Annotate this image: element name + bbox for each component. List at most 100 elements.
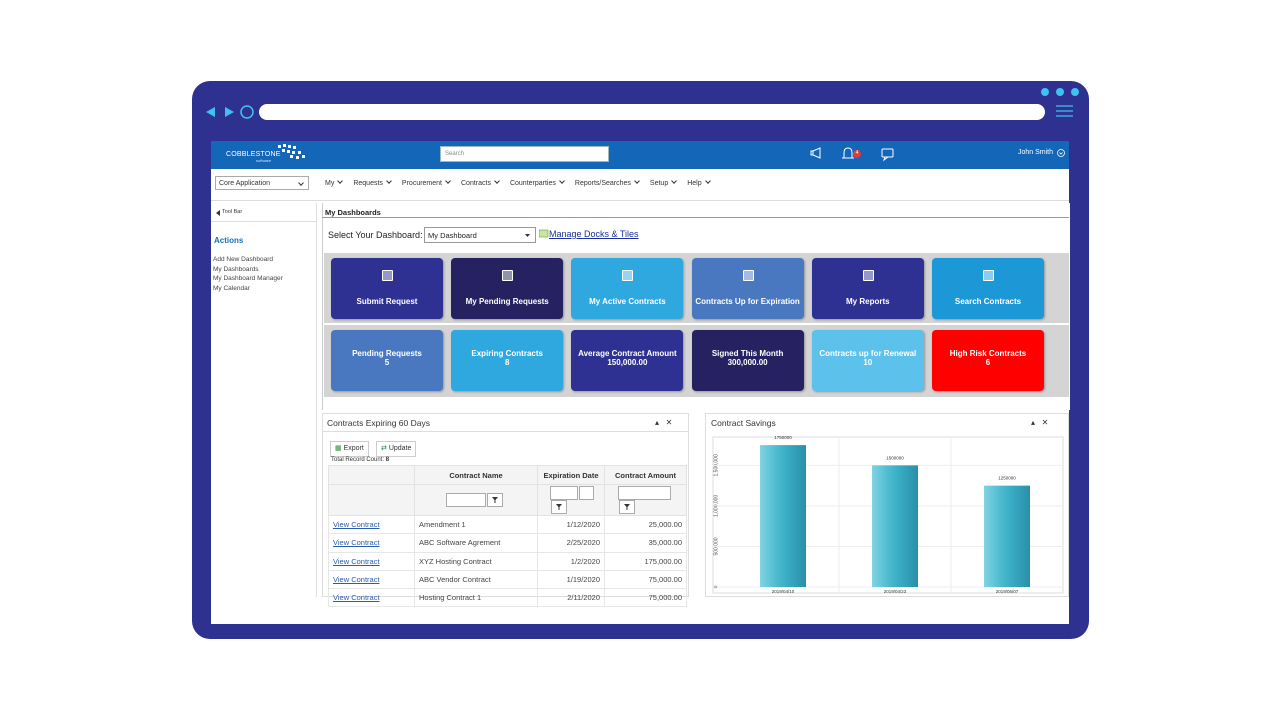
- record-count-value: 8: [385, 457, 390, 463]
- sidebar-divider: [211, 221, 316, 222]
- sidebar-link[interactable]: My Dashboard Manager: [213, 275, 283, 283]
- chart-title: Contract Savings: [711, 418, 776, 428]
- expiring-table: Contract Name Expiration Date Contract Amo…: [328, 465, 687, 608]
- calendar-button[interactable]: [579, 486, 594, 500]
- toolbar-arrow: [216, 210, 220, 216]
- menu-label: Contracts: [461, 180, 491, 187]
- view-contract-link[interactable]: View Contract: [328, 551, 415, 571]
- menu-item[interactable]: Counterparties: [510, 178, 565, 187]
- tile-icon: [862, 270, 874, 281]
- x-tick-label: 2019/04/23: [884, 589, 907, 594]
- user-name[interactable]: John Smith: [1018, 149, 1054, 156]
- table-cell: Amendment 1: [414, 514, 538, 535]
- dashboard-title: My Dashboards: [325, 208, 381, 217]
- table-cell: 75,000.00: [604, 588, 687, 608]
- menu-item[interactable]: Setup: [649, 178, 678, 187]
- update-label: Update: [388, 445, 412, 452]
- menu-item[interactable]: My: [325, 178, 344, 187]
- menu-caret: [337, 178, 344, 184]
- menu-caret: [671, 178, 678, 184]
- kpi-tile[interactable]: Pending Requests 5: [331, 330, 443, 391]
- tile-icon: [983, 270, 994, 281]
- sidebar-link[interactable]: My Calendar: [213, 284, 250, 292]
- menu-label: Help: [687, 180, 702, 187]
- table-cell: 1/2/2020: [537, 551, 605, 571]
- menu-item[interactable]: Contracts: [461, 178, 500, 187]
- kpi-tile[interactable]: High Risk Contracts 6: [932, 330, 1044, 391]
- table-row: View Contract Amendment 1 1/12/2020 25,000.…: [328, 514, 687, 535]
- table-cell: 175,000.00: [604, 551, 687, 571]
- tile-label: My Reports: [846, 297, 890, 306]
- menu-item[interactable]: Requests: [353, 178, 392, 187]
- header-cell: [328, 465, 415, 485]
- tile[interactable]: Contracts Up for Expiration: [691, 258, 804, 319]
- menu-label: Procurement: [401, 180, 442, 187]
- tile[interactable]: Submit Request: [331, 258, 443, 319]
- tile-label: Contracts Up for Expiration: [695, 297, 800, 306]
- toolbar-toggle[interactable]: Tool Bar: [222, 209, 243, 215]
- table-cell: 2/11/2020: [537, 588, 605, 608]
- filter-input[interactable]: [618, 486, 671, 500]
- view-contract-link[interactable]: View Contract: [328, 514, 415, 535]
- menu-item[interactable]: Procurement: [401, 178, 451, 187]
- kpi-tile[interactable]: Contracts up for Renewal 10: [811, 330, 924, 391]
- tile[interactable]: My Active Contracts: [571, 258, 684, 319]
- search-box[interactable]: Search: [440, 146, 609, 162]
- table-row: View Contract Hosting Contract 1 2/11/2020…: [328, 588, 687, 608]
- view-contract-link[interactable]: View Contract: [328, 588, 415, 608]
- header-cell: Expiration Date: [537, 465, 605, 485]
- table-cell: 35,000.00: [604, 533, 687, 553]
- sidebar-link[interactable]: Add New Dashboard: [213, 256, 273, 263]
- export-button[interactable]: ▦ Export: [330, 441, 369, 457]
- manage-link[interactable]: Manage Docks & Tiles: [549, 229, 639, 239]
- bar: [984, 485, 1030, 587]
- selected-dashboard: My Dashboard: [428, 231, 477, 240]
- menu-caret: [445, 178, 451, 184]
- menu-item[interactable]: Reports/Searches: [575, 178, 640, 187]
- value-label: 1750000: [774, 435, 792, 440]
- update-button[interactable]: ⇄ Update: [376, 441, 417, 457]
- tile[interactable]: My Pending Requests: [451, 258, 564, 319]
- kpi-label: Signed This Month: [711, 349, 784, 358]
- kpi-tile[interactable]: Signed This Month 300,000.00: [691, 330, 804, 391]
- kpi-tile[interactable]: Average Contract Amount 150,000.00: [571, 330, 684, 391]
- record-count: Total Record Count: 8: [331, 457, 389, 463]
- sidebar-link[interactable]: My Dashboards: [213, 265, 259, 273]
- kpi-label: Contracts up for Renewal: [819, 349, 917, 358]
- module-select[interactable]: Core Application: [215, 176, 309, 190]
- filter-input[interactable]: [550, 486, 578, 500]
- value-label: 1500000: [886, 455, 904, 460]
- menu: My Requests Procurement Contracts Counterpar…: [325, 178, 711, 187]
- panel-controls[interactable]: ▴ ✕: [1031, 418, 1049, 427]
- table-row: View Contract ABC Software Agrement 2/25/2…: [328, 533, 687, 553]
- tile-label: My Active Contracts: [589, 297, 666, 306]
- tile-label: My Pending Requests: [465, 297, 549, 306]
- header-cell: Contract Amount: [604, 465, 687, 485]
- menu-item[interactable]: Help: [687, 178, 711, 187]
- x-tick-label: 2019/04/10: [772, 589, 795, 594]
- tile[interactable]: Search Contracts: [932, 258, 1044, 319]
- tile-icon: [382, 270, 393, 281]
- chart: 0500,0001,000,0001,500,00017500002019/04…: [712, 435, 1064, 594]
- header-row: Contract Name Expiration Date Contract Amo…: [328, 465, 687, 485]
- tile[interactable]: My Reports: [811, 258, 924, 319]
- view-contract-link[interactable]: View Contract: [328, 569, 415, 590]
- logo-text: COBBLESTONE: [226, 151, 281, 158]
- user-menu-icon[interactable]: [1056, 148, 1066, 158]
- export-label: Export: [343, 445, 364, 452]
- kpi-label: Average Contract Amount: [578, 349, 677, 358]
- kpi-tile[interactable]: Expiring Contracts 8: [451, 330, 564, 391]
- dashboard-select[interactable]: My Dashboard: [424, 227, 536, 243]
- filter-button[interactable]: [551, 500, 567, 514]
- view-contract-link[interactable]: View Contract: [328, 533, 415, 553]
- module-label: Core Application: [219, 180, 270, 187]
- filter-button[interactable]: [487, 493, 503, 507]
- filter-input[interactable]: [446, 493, 486, 507]
- menu-caret: [386, 178, 392, 184]
- table-cell: 1/19/2020: [537, 569, 605, 590]
- table-row: View Contract ABC Vendor Contract 1/19/202…: [328, 569, 687, 590]
- panel-controls[interactable]: ▴ ✕: [655, 418, 673, 427]
- filter-cell: [604, 484, 687, 516]
- menu-label: Setup: [649, 180, 669, 187]
- filter-button[interactable]: [619, 500, 635, 514]
